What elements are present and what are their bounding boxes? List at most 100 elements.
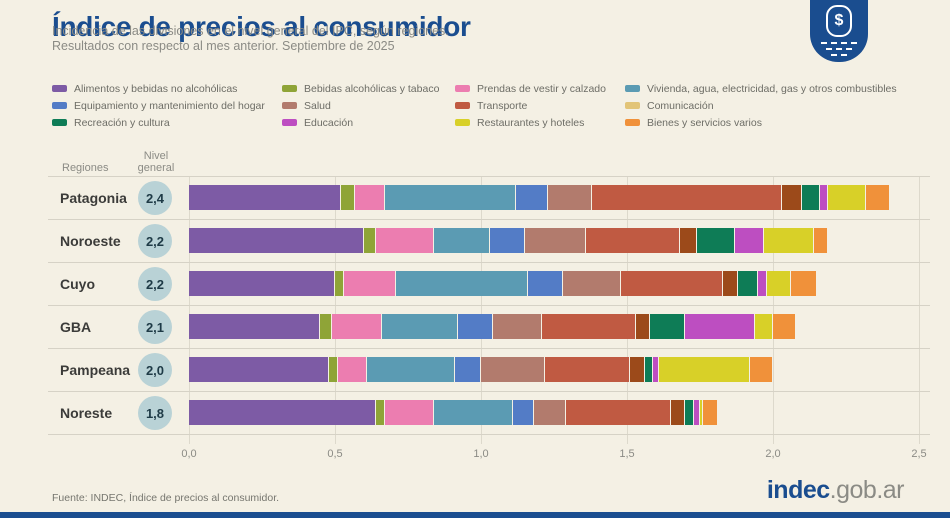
legend-item: Recreación y cultura (52, 114, 282, 131)
bar-segment (481, 357, 545, 382)
x-axis-tick-label: 2,5 (911, 448, 927, 460)
legend-swatch-icon (282, 102, 297, 109)
legend-swatch-icon (625, 102, 640, 109)
bar-segment (562, 271, 621, 296)
bar-segment (653, 357, 659, 382)
bar-segment (542, 314, 635, 339)
bar-segment (635, 314, 650, 339)
bar-segment (381, 314, 457, 339)
bar-segment (457, 314, 492, 339)
bar-segment (802, 185, 819, 210)
bar-segment (545, 357, 629, 382)
bar-segment (343, 271, 396, 296)
legend-item: Restaurantes y hoteles (455, 114, 625, 131)
subtitle-line-1: Incidencia de las divisiones en el nivel… (52, 24, 449, 38)
bar-segment (737, 271, 758, 296)
legend-label: Equipamiento y mantenimiento del hogar (74, 99, 265, 112)
bar-segment (384, 400, 434, 425)
legend-item: Alimentos y bebidas no alcohólicas (52, 80, 282, 97)
bar-segment (650, 314, 685, 339)
legend-column: Prendas de vestir y calzado Transporte Res… (455, 80, 625, 131)
bar-segment (189, 357, 329, 382)
bar-segment (375, 400, 384, 425)
bar-segment (629, 357, 644, 382)
bar-segment (735, 228, 764, 253)
logo-text-bold: indec (766, 476, 830, 504)
legend-swatch-icon (52, 119, 67, 126)
bar-segment (489, 228, 524, 253)
bar-segment (702, 400, 717, 425)
legend-label: Bienes y servicios varios (647, 116, 762, 129)
bar-segment (320, 314, 332, 339)
bar-segment (819, 185, 828, 210)
legend-item: Prendas de vestir y calzado (455, 80, 625, 97)
nivel-general-badge: 2,4 (138, 181, 172, 215)
legend-label: Prendas de vestir y calzado (477, 82, 606, 95)
legend-swatch-icon (282, 85, 297, 92)
page-title: Índice de precios al consumidor (52, 10, 471, 42)
bar-segment (492, 314, 542, 339)
bar-segment (790, 271, 816, 296)
legend-label: Comunicación (647, 99, 714, 112)
bar-segment (189, 185, 340, 210)
legend-swatch-icon (52, 85, 67, 92)
gridline (772, 176, 774, 444)
legend-swatch-icon (282, 119, 297, 126)
region-label: Noroeste (60, 233, 121, 249)
bar-segment (866, 185, 889, 210)
legend-label: Restaurantes y hoteles (477, 116, 585, 129)
bar-segment (694, 400, 699, 425)
bar-segment (527, 271, 562, 296)
bar-segment (337, 357, 367, 382)
bar-segment (685, 400, 694, 425)
legend-label: Bebidas alcohólicas y tabaco (304, 82, 440, 95)
bar-segment (679, 228, 697, 253)
wave-line-icon (821, 42, 857, 44)
bar-segment (189, 400, 375, 425)
bar-segment (773, 314, 796, 339)
indec-logo: indec.gob.ar (766, 476, 905, 505)
bar-segment (454, 357, 480, 382)
region-label: Pampeana (60, 362, 131, 378)
legend-item: Salud (282, 97, 455, 114)
bar-segment (384, 185, 516, 210)
row-separator (48, 391, 930, 392)
legend: Alimentos y bebidas no alcohólicas Equipa… (52, 80, 936, 131)
legend-swatch-icon (455, 119, 470, 126)
peso-money-badge-icon: $ (810, 0, 868, 62)
column-header-regions: Regiones (62, 162, 109, 174)
gridline (334, 176, 336, 444)
bar-segment (396, 271, 527, 296)
bar-segment (533, 400, 565, 425)
bar-segment (697, 228, 735, 253)
region-label: Noreste (60, 405, 113, 421)
bar-segment (723, 271, 737, 296)
gridline (626, 176, 628, 444)
region-label: Patagonia (60, 190, 127, 206)
bar-segment (591, 185, 781, 210)
bar-segment (355, 185, 384, 210)
nivel-general-badge: 1,8 (138, 396, 172, 430)
logo-text-domain: .gob.ar (829, 476, 905, 504)
legend-column: Vivienda, agua, electricidad, gas y otro… (625, 80, 936, 131)
bar-segment (516, 185, 548, 210)
bar-segment (755, 314, 772, 339)
x-axis-tick-label: 0,0 (181, 448, 197, 460)
bar-segment (758, 271, 767, 296)
bar-segment (332, 314, 381, 339)
legend-label: Educación (304, 116, 354, 129)
legend-column: Alimentos y bebidas no alcohólicas Equipa… (52, 80, 282, 131)
legend-swatch-icon (625, 85, 640, 92)
row-separator (48, 434, 930, 435)
wave-line-icon (826, 48, 852, 50)
bar-segment (434, 400, 513, 425)
legend-item: Equipamiento y mantenimiento del hogar (52, 97, 282, 114)
subtitle-line-2: Resultados con respecto al mes anterior.… (52, 39, 395, 53)
bar-segment (670, 400, 685, 425)
legend-column: Bebidas alcohólicas y tabaco Salud Educaci… (282, 80, 455, 131)
bar-segment (335, 271, 343, 296)
legend-label: Vivienda, agua, electricidad, gas y otro… (647, 82, 897, 95)
legend-label: Recreación y cultura (74, 116, 170, 129)
bar-segment (367, 357, 454, 382)
legend-item: Bienes y servicios varios (625, 114, 936, 131)
